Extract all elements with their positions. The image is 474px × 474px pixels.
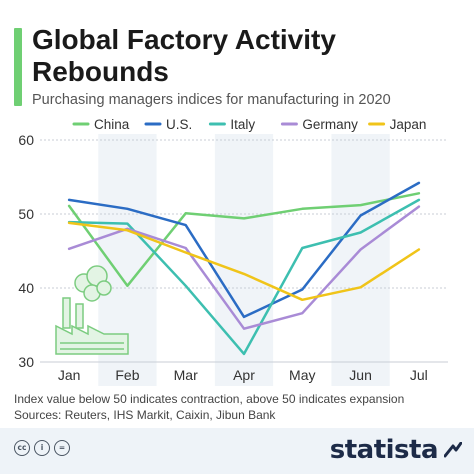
x-tick-label-may: May [289,367,315,383]
series-lines [67,181,421,356]
y-tick-label-40: 40 [18,280,34,296]
series-line-italy [67,198,421,356]
month-band-jun [331,134,390,386]
series-line-u-s [67,181,421,319]
series-line-germany [67,205,421,330]
y-tick-label-50: 50 [18,206,34,222]
series-line-japan [67,221,421,302]
x-tick-label-apr: Apr [233,367,255,383]
y-axis-tick-labels: 30 40 50 60 [18,132,34,370]
footer: cc i = statista [0,428,474,474]
x-tick-label-jun: Jun [349,367,372,383]
legend-label-japan: Japan [390,117,427,132]
legend-label-italy: Italy [230,117,255,132]
series-line-china [67,192,421,288]
statista-logo-icon [444,442,462,458]
chart-notes: Index value below 50 indicates contracti… [14,391,404,423]
y-tick-label-60: 60 [18,132,34,148]
chart-subtitle: Purchasing managers indices for manufact… [32,92,391,108]
legend-label-germany: Germany [302,117,358,132]
title-accent-bar [14,28,22,106]
chart-title: Global Factory Activity Rebounds [32,24,336,87]
y-tick-label-30: 30 [18,354,34,370]
statista-logo[interactable]: statista [329,435,439,465]
x-tick-label-feb: Feb [115,367,139,383]
attribution-icon[interactable]: i [34,440,50,456]
creative-commons-icon[interactable]: cc [14,440,30,456]
line-chart: 30 40 50 60 Jan Feb Mar Apr May Jun Jul China U.S.… [18,117,448,386]
month-bands [98,134,390,386]
x-axis-tick-labels: Jan Feb Mar Apr May Jun Jul [58,367,428,383]
legend: China U.S. Italy Germany Japan [72,117,427,132]
month-band-apr [214,134,274,386]
x-tick-label-mar: Mar [174,367,198,383]
note-sources: Sources: Reuters, IHS Markit, Caixin, Ji… [14,408,276,422]
no-derivatives-icon[interactable]: = [54,440,70,456]
legend-label-u-s: U.S. [166,117,192,132]
legend-label-china: China [94,117,130,132]
x-tick-label-jul: Jul [410,367,428,383]
factory-illustration [55,265,129,355]
x-tick-label-jan: Jan [58,367,81,383]
note-contraction: Index value below 50 indicates contracti… [14,392,405,406]
